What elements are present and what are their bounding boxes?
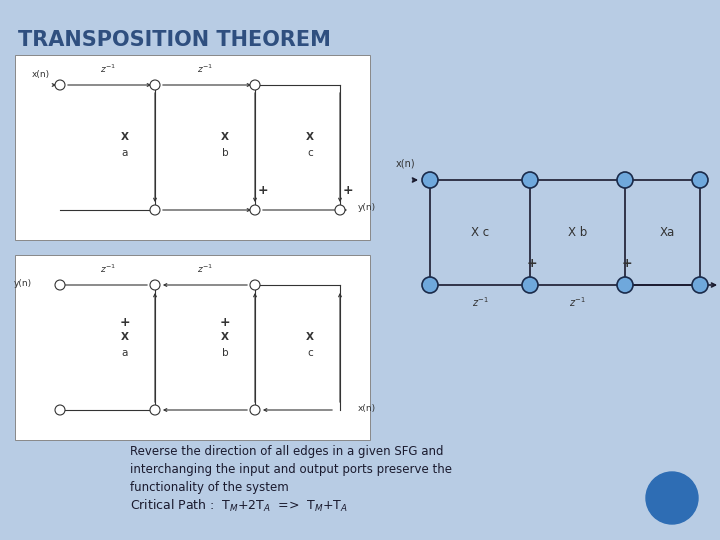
Text: X: X: [121, 332, 129, 342]
Text: Critical Path :  T$_{M}$+2T$_{A}$  =>  T$_{M}$+T$_{A}$: Critical Path : T$_{M}$+2T$_{A}$ => T$_{…: [130, 498, 348, 514]
Circle shape: [55, 405, 65, 415]
Text: +: +: [220, 316, 230, 329]
Circle shape: [250, 80, 260, 90]
Text: x(n): x(n): [32, 70, 50, 79]
Text: +: +: [527, 257, 537, 270]
Text: b: b: [222, 348, 228, 358]
Text: $z^{-1}$: $z^{-1}$: [197, 63, 213, 75]
Text: X b: X b: [568, 226, 587, 239]
Text: x(n): x(n): [395, 158, 415, 168]
Circle shape: [250, 405, 260, 415]
Text: X: X: [121, 132, 129, 142]
Text: $z^{-1}$: $z^{-1}$: [569, 295, 586, 309]
Text: a: a: [122, 348, 128, 358]
Text: +: +: [120, 316, 130, 329]
Text: X: X: [221, 332, 229, 342]
Circle shape: [692, 277, 708, 293]
Text: X: X: [306, 132, 314, 142]
Circle shape: [335, 205, 345, 215]
Text: $z^{-1}$: $z^{-1}$: [99, 262, 115, 275]
Text: $z^{-1}$: $z^{-1}$: [472, 295, 488, 309]
Circle shape: [522, 172, 538, 188]
FancyBboxPatch shape: [15, 55, 370, 240]
Text: c: c: [307, 148, 313, 158]
Circle shape: [55, 80, 65, 90]
Circle shape: [422, 172, 438, 188]
Circle shape: [646, 472, 698, 524]
Text: y(n): y(n): [14, 279, 32, 287]
Text: X: X: [306, 332, 314, 342]
Text: y(n): y(n): [358, 204, 376, 213]
Circle shape: [522, 277, 538, 293]
Text: c: c: [307, 348, 313, 358]
Text: +: +: [621, 257, 632, 270]
Text: Reverse the direction of all edges in a given SFG and
interchanging the input an: Reverse the direction of all edges in a …: [130, 445, 452, 494]
Text: a: a: [122, 148, 128, 158]
Text: +: +: [258, 184, 269, 197]
Text: X c: X c: [471, 226, 489, 239]
Text: Xa: Xa: [660, 226, 675, 239]
Circle shape: [617, 277, 633, 293]
Circle shape: [150, 80, 160, 90]
FancyBboxPatch shape: [15, 255, 370, 440]
Text: $z^{-1}$: $z^{-1}$: [99, 63, 115, 75]
Circle shape: [617, 172, 633, 188]
Circle shape: [250, 280, 260, 290]
Text: $z^{-1}$: $z^{-1}$: [197, 262, 213, 275]
Circle shape: [55, 280, 65, 290]
Text: TRANSPOSITION THEOREM: TRANSPOSITION THEOREM: [18, 30, 331, 50]
Circle shape: [692, 172, 708, 188]
Circle shape: [150, 280, 160, 290]
Circle shape: [422, 277, 438, 293]
Text: x(n): x(n): [358, 403, 376, 413]
Text: X: X: [221, 132, 229, 142]
Circle shape: [250, 205, 260, 215]
Circle shape: [150, 205, 160, 215]
Circle shape: [150, 405, 160, 415]
Text: +: +: [343, 184, 354, 197]
Text: b: b: [222, 148, 228, 158]
